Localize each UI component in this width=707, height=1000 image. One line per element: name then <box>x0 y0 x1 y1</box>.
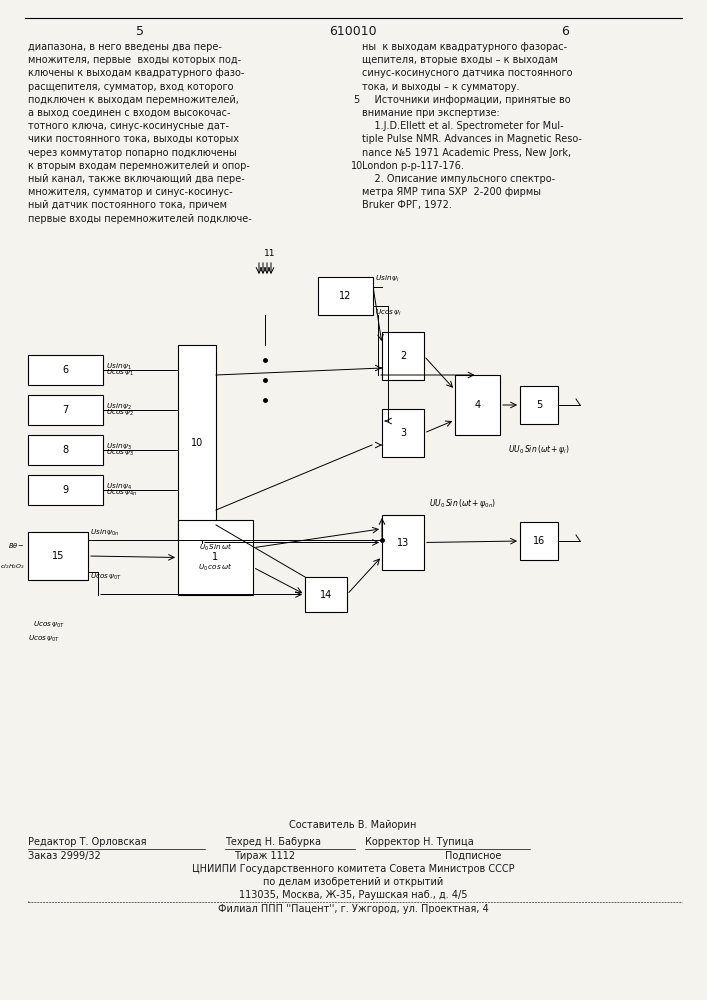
Text: чики постоянного тока, выходы которых: чики постоянного тока, выходы которых <box>28 134 239 144</box>
Text: Техред Н. Бабурка: Техред Н. Бабурка <box>225 837 321 847</box>
Text: $Usin\,\psi_{0n}$: $Usin\,\psi_{0n}$ <box>90 528 119 538</box>
Text: London p-p-117-176.: London p-p-117-176. <box>362 161 464 171</box>
Text: Корректор Н. Тупица: Корректор Н. Тупица <box>365 837 474 847</box>
Text: 610010: 610010 <box>329 25 377 38</box>
Text: 5: 5 <box>536 400 542 410</box>
Text: через коммутатор попарно подключены: через коммутатор попарно подключены <box>28 148 237 158</box>
Text: множителя, первые  входы которых под-: множителя, первые входы которых под- <box>28 55 241 65</box>
Text: метра ЯМР типа SXP  2-200 фирмы: метра ЯМР типа SXP 2-200 фирмы <box>362 187 541 197</box>
Text: 15: 15 <box>52 551 64 561</box>
Text: Филиал ППП ''Пацент'', г. Ужгород, ул. Проектная, 4: Филиал ППП ''Пацент'', г. Ужгород, ул. П… <box>218 904 489 914</box>
Text: 11: 11 <box>264 249 276 258</box>
Text: 2: 2 <box>400 351 406 361</box>
Text: 1: 1 <box>212 552 218 562</box>
Text: $UU_0\,Sin\,(\omega t+\psi_i)$: $UU_0\,Sin\,(\omega t+\psi_i)$ <box>508 443 570 456</box>
Text: $Ucos\,\psi_i$: $Ucos\,\psi_i$ <box>375 308 402 318</box>
Text: $Ucos\,\psi_1$: $Ucos\,\psi_1$ <box>106 368 134 378</box>
Text: $Usin\,\psi_i$: $Usin\,\psi_i$ <box>375 274 400 284</box>
Text: ключены к выходам квадратурного фазо-: ключены к выходам квадратурного фазо- <box>28 68 245 78</box>
Text: 16: 16 <box>533 536 545 546</box>
Bar <box>28 435 103 465</box>
Text: Источники информации, принятые во: Источники информации, принятые во <box>362 95 571 105</box>
Text: ЦНИИПИ Государственного комитета Совета Министров СССР: ЦНИИПИ Государственного комитета Совета … <box>192 864 514 874</box>
Text: $U_0\,cos\,\omega t$: $U_0\,cos\,\omega t$ <box>198 562 233 573</box>
Bar <box>382 515 424 570</box>
Text: $Ucos\,\psi_3$: $Ucos\,\psi_3$ <box>106 448 134 458</box>
Text: 6: 6 <box>561 25 569 38</box>
Text: 5: 5 <box>353 95 359 105</box>
Text: $U_0\,Sin\,\omega t$: $U_0\,Sin\,\omega t$ <box>199 542 232 553</box>
Bar <box>382 409 424 457</box>
Text: а выход соединен с входом высокочас-: а выход соединен с входом высокочас- <box>28 108 230 118</box>
Text: $Ucos\,\psi_{0T}$: $Ucos\,\psi_{0T}$ <box>33 620 65 630</box>
Text: $UU_0\,Sin\,(\omega t+\psi_{0n})$: $UU_0\,Sin\,(\omega t+\psi_{0n})$ <box>429 497 496 510</box>
Bar <box>178 520 253 595</box>
Text: $Usin\,\psi_1$: $Usin\,\psi_1$ <box>106 362 132 372</box>
Text: $Usin\,\psi_2$: $Usin\,\psi_2$ <box>106 402 132 412</box>
Text: Подписное: Подписное <box>445 851 501 861</box>
Text: к вторым входам перемножителей и опор-: к вторым входам перемножителей и опор- <box>28 161 250 171</box>
Bar <box>455 375 500 435</box>
Text: Заказ 2999/32: Заказ 2999/32 <box>28 851 101 861</box>
Text: по делам изобретений и открытий: по делам изобретений и открытий <box>263 877 443 887</box>
Text: расщепителя, сумматор, вход которого: расщепителя, сумматор, вход которого <box>28 82 233 92</box>
Text: 113035, Москва, Ж-35, Раушская наб., д. 4/5: 113035, Москва, Ж-35, Раушская наб., д. … <box>239 890 467 900</box>
Text: $cl_2H_2O_2$: $cl_2H_2O_2$ <box>0 562 25 571</box>
Bar <box>305 577 347 612</box>
Text: ны  к выходам квадратурного фазорас-: ны к выходам квадратурного фазорас- <box>362 42 567 52</box>
Bar <box>28 475 103 505</box>
Text: первые входы перемножителей подключе-: первые входы перемножителей подключе- <box>28 214 252 224</box>
Text: 8: 8 <box>62 445 69 455</box>
Text: ный канал, также включающий два пере-: ный канал, также включающий два пере- <box>28 174 245 184</box>
Text: 3: 3 <box>400 428 406 438</box>
Text: 13: 13 <box>397 538 409 548</box>
Text: 12: 12 <box>339 291 351 301</box>
Text: подключен к выходам перемножителей,: подключен к выходам перемножителей, <box>28 95 239 105</box>
Text: 1.J.D.Ellett et al. Spectrometer for Mul-: 1.J.D.Ellett et al. Spectrometer for Mul… <box>362 121 563 131</box>
Text: синус-косинусного датчика постоянного: синус-косинусного датчика постоянного <box>362 68 573 78</box>
Text: $Ucos\,\psi_{4n}$: $Ucos\,\psi_{4n}$ <box>106 488 138 498</box>
Bar <box>178 345 216 540</box>
Text: 9: 9 <box>62 485 69 495</box>
Bar <box>28 355 103 385</box>
Text: $Ucos\,\psi_{0T}$: $Ucos\,\psi_{0T}$ <box>90 572 122 582</box>
Text: 2. Описание импульсного спектро-: 2. Описание импульсного спектро- <box>362 174 555 184</box>
Bar <box>520 386 558 424</box>
Text: nance №5 1971 Academic Press, New Jork,: nance №5 1971 Academic Press, New Jork, <box>362 148 571 158</box>
Text: тотного ключа, синус-косинусные дат-: тотного ключа, синус-косинусные дат- <box>28 121 229 131</box>
Text: 10: 10 <box>351 161 363 171</box>
Text: $B\theta -$: $B\theta -$ <box>8 541 25 550</box>
Text: Редактор Т. Орловская: Редактор Т. Орловская <box>28 837 146 847</box>
Text: щепителя, вторые входы – к выходам: щепителя, вторые входы – к выходам <box>362 55 558 65</box>
Text: $Ucos\,\psi_2$: $Ucos\,\psi_2$ <box>106 408 134 418</box>
Text: диапазона, в него введены два пере-: диапазона, в него введены два пере- <box>28 42 222 52</box>
Text: ный датчик постоянного тока, причем: ный датчик постоянного тока, причем <box>28 200 227 210</box>
Text: Составитель В. Майорин: Составитель В. Майорин <box>289 820 416 830</box>
Text: внимание при экспертизе:: внимание при экспертизе: <box>362 108 500 118</box>
Text: 14: 14 <box>320 589 332 599</box>
Bar <box>28 395 103 425</box>
Bar <box>318 277 373 315</box>
Text: 6: 6 <box>62 365 69 375</box>
Text: 7: 7 <box>62 405 69 415</box>
Text: 5: 5 <box>136 25 144 38</box>
Text: 4: 4 <box>474 400 481 410</box>
Text: тока, и выходы – к сумматору.: тока, и выходы – к сумматору. <box>362 82 520 92</box>
Text: 10: 10 <box>191 438 203 448</box>
Text: $Usin\,\psi_4$: $Usin\,\psi_4$ <box>106 482 132 492</box>
Text: Bruker ФРГ, 1972.: Bruker ФРГ, 1972. <box>362 200 452 210</box>
Text: Тираж 1112: Тираж 1112 <box>235 851 296 861</box>
Text: множителя, сумматор и синус-косинус-: множителя, сумматор и синус-косинус- <box>28 187 233 197</box>
Text: $Usin\,\psi_3$: $Usin\,\psi_3$ <box>106 442 132 452</box>
Bar <box>28 532 88 580</box>
Bar <box>520 522 558 560</box>
Text: tiple Pulse NMR. Advances in Magnetic Reso-: tiple Pulse NMR. Advances in Magnetic Re… <box>362 134 582 144</box>
Text: $Ucos\,\psi_{0T}$: $Ucos\,\psi_{0T}$ <box>28 634 60 644</box>
Bar <box>382 332 424 380</box>
